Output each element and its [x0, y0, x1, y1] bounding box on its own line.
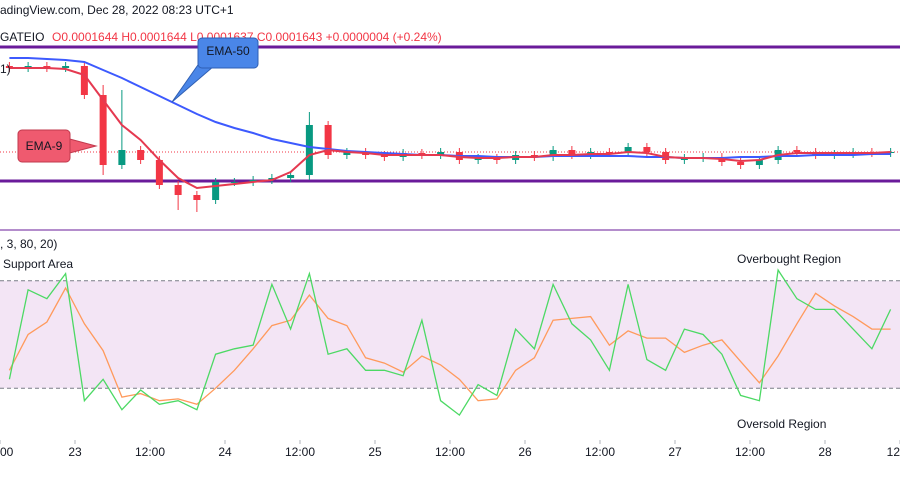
annotation: Overbought Region — [737, 252, 841, 266]
candle-body — [793, 150, 801, 152]
callout-box — [17, 129, 71, 163]
callout-ema9: EMA-9 — [17, 129, 98, 163]
plot-area — [0, 45, 900, 444]
annotation: Support Area — [3, 257, 73, 271]
source-line: adingView.com, Dec 28, 2022 08:23 UTC+1 — [0, 3, 234, 17]
candle-body — [324, 125, 332, 155]
x-tick-label: 12:00 — [735, 445, 765, 459]
symbol: GATEIO — [0, 30, 44, 44]
x-tick-label: 25 — [368, 445, 382, 459]
candle-body — [305, 125, 313, 175]
ema-line — [9, 67, 891, 190]
x-tick-label: 23 — [68, 445, 82, 459]
candle-body — [80, 66, 88, 95]
candle-body — [643, 147, 651, 152]
annotation: Oversold Region — [737, 417, 826, 431]
candle-body — [99, 95, 107, 165]
candle-body — [118, 150, 126, 165]
candle-body — [624, 147, 632, 153]
candle-body — [437, 152, 445, 155]
candle-body — [155, 160, 163, 185]
stoch-params: , 3, 80, 20) — [0, 237, 57, 251]
x-tick-label: 28 — [818, 445, 832, 459]
candle-body — [737, 162, 745, 165]
stoch-line — [8, 268, 892, 417]
callout-label: EMA-9 — [26, 139, 63, 153]
x-tick-label: 12:00 — [285, 445, 315, 459]
callout-label: EMA-50 — [206, 44, 250, 58]
candle-body — [230, 182, 238, 183]
callout-ema50: EMA-50 — [171, 37, 259, 103]
x-tick-label: 26 — [518, 445, 532, 459]
x-tick-label: 12:00 — [435, 445, 465, 459]
x-tick-label: 12:00 — [585, 445, 615, 459]
indicator-legend: 1) — [0, 62, 11, 76]
candle-body — [287, 175, 295, 178]
candle-body — [137, 150, 145, 160]
x-tick-label: 12 — [887, 445, 900, 459]
candle-body — [755, 160, 763, 165]
candle-body — [605, 152, 613, 153]
candle-body — [193, 195, 201, 200]
candle-body — [212, 182, 220, 200]
stoch-line — [8, 286, 891, 406]
callout-box — [197, 37, 259, 69]
candle-body — [343, 152, 351, 155]
x-tick-label: 00 — [0, 445, 14, 459]
x-tick-label: 12:00 — [135, 445, 165, 459]
x-tick-label: 24 — [218, 445, 232, 459]
candle-body — [62, 66, 70, 68]
candle-body — [174, 185, 182, 195]
x-tick-label: 27 — [668, 445, 682, 459]
candle-body — [549, 150, 557, 157]
candle-body — [568, 150, 576, 155]
candle-body — [5, 66, 13, 68]
band-fill — [0, 280, 900, 389]
ohlc: O0.0001644 H0.0001644 L0.0001637 C0.0001… — [52, 30, 442, 44]
